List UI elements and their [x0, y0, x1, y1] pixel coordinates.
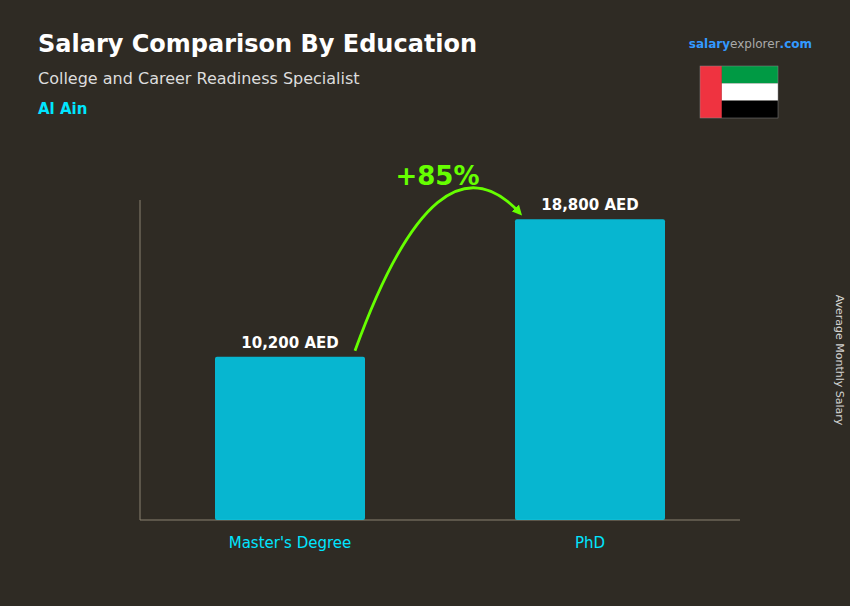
flag-part	[722, 83, 778, 100]
location: Al Ain	[38, 100, 87, 118]
flag-border	[700, 66, 778, 118]
chart-container: Salary Comparison By Education College an…	[0, 0, 850, 606]
watermark-part: explorer	[730, 37, 780, 51]
title: Salary Comparison By Education	[38, 30, 477, 58]
flag-part	[722, 66, 778, 83]
change-arrow	[355, 188, 520, 351]
bars	[215, 219, 665, 520]
chart-svg: Salary Comparison By Education College an…	[0, 0, 850, 606]
x-tick-label: Master's Degree	[229, 534, 352, 552]
flag-part	[700, 66, 722, 118]
watermark: salaryexplorer.com	[689, 37, 812, 51]
flag	[700, 66, 778, 118]
change-annotation: +85%	[395, 161, 479, 191]
y-axis-label: Average Monthly Salary	[833, 295, 846, 426]
data-label: 18,800 AED	[541, 196, 638, 214]
x-tick-label: PhD	[575, 534, 605, 552]
flag-part	[722, 101, 778, 118]
subtitle: College and Career Readiness Specialist	[38, 69, 360, 88]
bar	[515, 219, 665, 520]
watermark-part: salary	[689, 37, 730, 51]
data-label: 10,200 AED	[241, 334, 338, 352]
y-axis-line	[140, 200, 141, 520]
background	[0, 0, 850, 606]
watermark-part: .com	[780, 37, 812, 51]
bar	[215, 357, 365, 520]
